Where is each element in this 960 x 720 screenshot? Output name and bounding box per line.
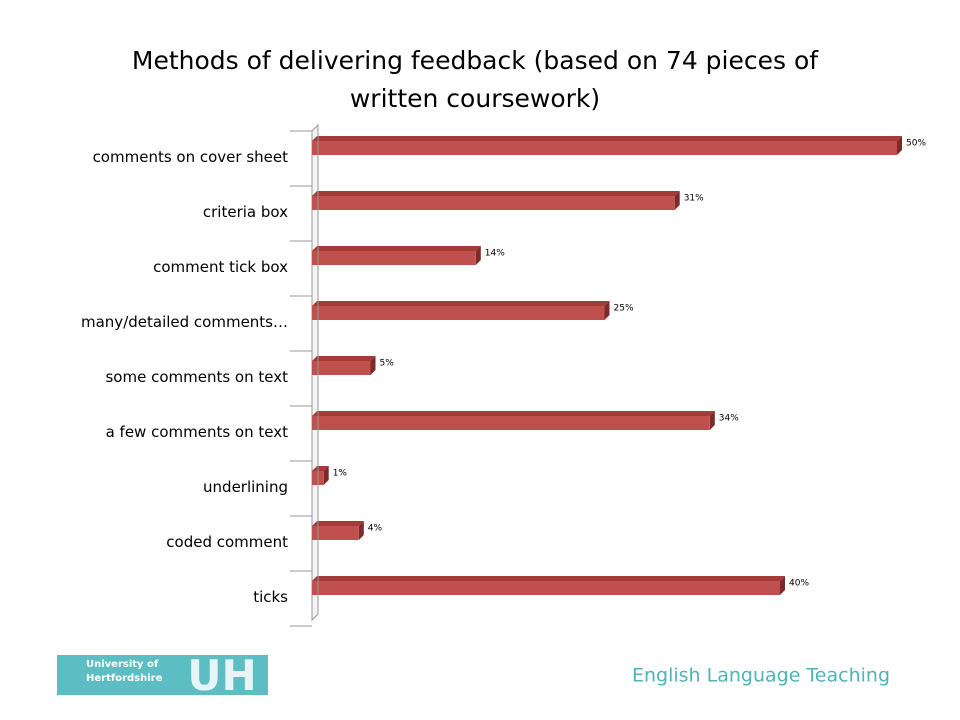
category-label: a few comments on text <box>106 423 289 441</box>
category-label: coded comment <box>166 533 288 551</box>
value-label: 25% <box>614 304 634 314</box>
bar-side <box>674 191 680 210</box>
logo-text: University of <box>86 659 159 670</box>
category-label: ticks <box>253 588 288 606</box>
category-label: many/detailed comments… <box>81 313 288 331</box>
bar-top <box>312 246 481 251</box>
bar-top <box>312 191 680 196</box>
bar-side <box>323 466 329 485</box>
bar <box>312 361 371 375</box>
value-label: 14% <box>485 249 505 259</box>
bar-top <box>312 521 364 526</box>
logo-text-line: Hertfordshire <box>86 673 163 684</box>
bar-side <box>358 521 364 540</box>
footer-text: English Language Teaching <box>632 665 890 687</box>
category-label: underlining <box>203 478 288 496</box>
bar <box>312 581 780 595</box>
bar <box>312 251 476 265</box>
value-label: 34% <box>719 414 739 424</box>
bar <box>312 416 710 430</box>
bar-side <box>709 411 715 430</box>
value-label: 4% <box>368 524 383 534</box>
logo-mark: UH <box>187 651 256 700</box>
bar-side <box>604 301 610 320</box>
logo-text-content: University of <box>86 659 159 670</box>
value-label: 40% <box>789 579 809 589</box>
value-label: 50% <box>906 139 926 149</box>
bar <box>312 196 675 210</box>
value-label: 31% <box>684 194 704 204</box>
bar-side <box>475 246 481 265</box>
logo-background <box>57 655 268 695</box>
bar-top <box>312 411 715 416</box>
bar-top <box>312 301 610 306</box>
bar <box>312 526 359 540</box>
bar <box>312 306 605 320</box>
bar-top <box>312 466 329 471</box>
bar-side <box>780 576 785 595</box>
bar-side <box>897 136 902 155</box>
category-label: comment tick box <box>153 258 288 276</box>
category-label: comments on cover sheet <box>93 148 289 166</box>
value-label: 5% <box>380 359 395 369</box>
bar-top <box>312 356 376 361</box>
category-label: some comments on text <box>105 368 288 386</box>
chart-title: Methods of delivering feedback (based on… <box>131 46 819 113</box>
bar-top <box>312 576 785 581</box>
value-label: 1% <box>333 469 348 479</box>
bar-side <box>370 356 376 375</box>
bar-top <box>312 136 902 141</box>
bar <box>312 141 897 155</box>
category-label: criteria box <box>203 203 288 221</box>
